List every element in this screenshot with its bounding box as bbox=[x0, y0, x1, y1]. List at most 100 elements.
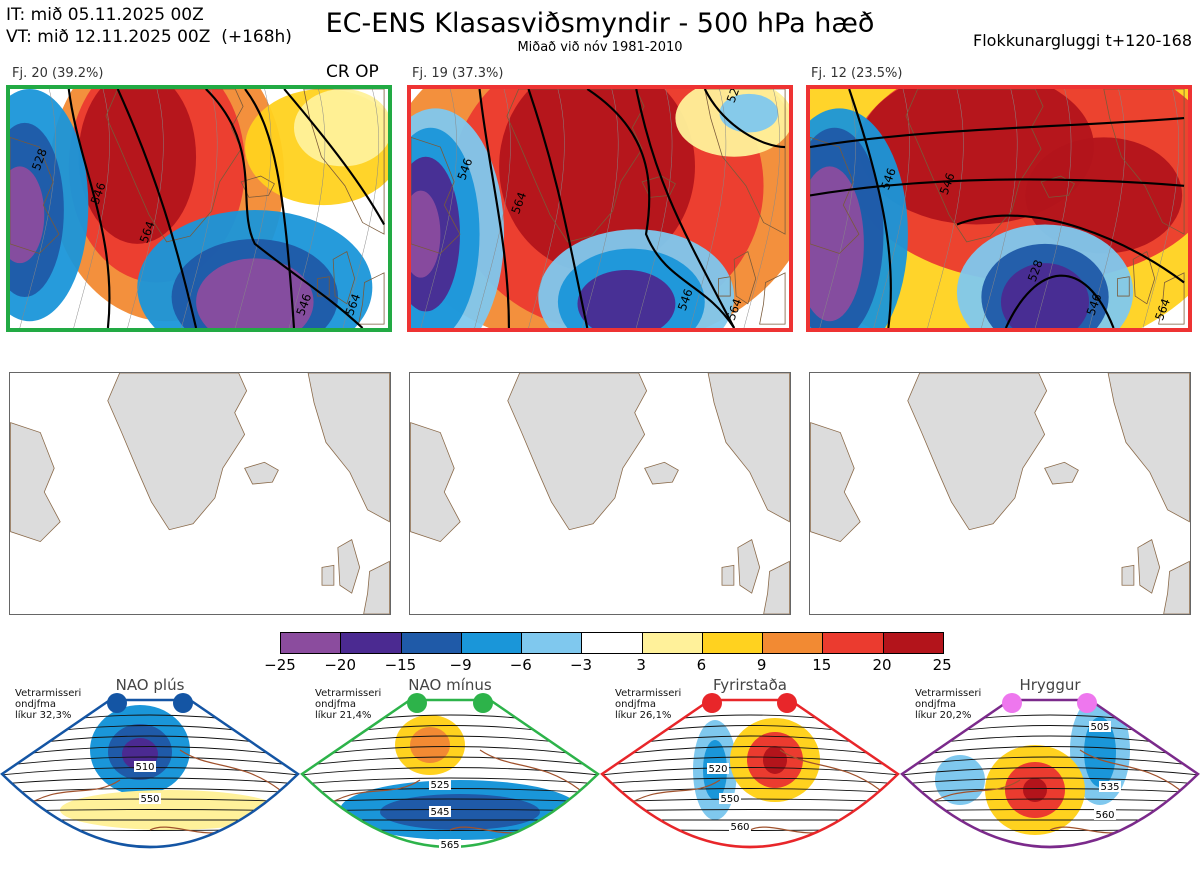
graticule-line bbox=[873, 89, 910, 328]
contour-label-bg bbox=[429, 806, 451, 817]
height-contour bbox=[703, 89, 786, 149]
contour-label-bg bbox=[439, 839, 461, 850]
empty-map-canvas bbox=[810, 373, 1190, 614]
regime-contour bbox=[902, 767, 1198, 776]
anomaly-region bbox=[499, 89, 695, 273]
colorbar-swatch bbox=[581, 633, 642, 653]
graticule-line bbox=[1088, 89, 1126, 328]
empty-map-canvas bbox=[10, 373, 390, 614]
colorbar-swatch bbox=[641, 633, 702, 653]
wedge-frame bbox=[300, 698, 600, 849]
regime-contour-label: 545 bbox=[430, 807, 449, 818]
graticule-line bbox=[288, 89, 326, 328]
colorbar-tick-label: −15 bbox=[384, 656, 417, 674]
landmass bbox=[1163, 560, 1190, 614]
landmass bbox=[1103, 89, 1185, 235]
contour-label-bg bbox=[429, 779, 451, 790]
colorbar-tick-label: −9 bbox=[449, 656, 472, 674]
regime-contour bbox=[602, 798, 898, 803]
landmass bbox=[763, 560, 790, 614]
regime-contour bbox=[2, 788, 298, 794]
landmass bbox=[1107, 373, 1190, 523]
landmass bbox=[1117, 276, 1130, 297]
regime-panel: 525 545 565 NAO mínus Vetrarmisseri ondjfma … bbox=[300, 676, 600, 870]
height-contour bbox=[1004, 274, 1115, 328]
anomaly-region bbox=[78, 89, 197, 244]
page-subtitle: Miðað við nóv 1981-2010 bbox=[517, 40, 683, 55]
landmass bbox=[1044, 461, 1079, 485]
colorbar-tick-label: 3 bbox=[636, 656, 646, 674]
colorbar-tick-label: 15 bbox=[812, 656, 832, 674]
landmass bbox=[810, 422, 861, 543]
height-contour bbox=[956, 214, 1185, 284]
graticule-line bbox=[981, 89, 1018, 328]
colorbar-tick-label: −3 bbox=[569, 656, 593, 674]
contour-label-bg bbox=[139, 793, 161, 804]
regime-title: Hryggur bbox=[1019, 676, 1081, 694]
landmass bbox=[1121, 564, 1135, 586]
regime-indicator-dot bbox=[1002, 693, 1022, 713]
regime-anomaly bbox=[380, 794, 540, 830]
regime-indicator-dot bbox=[173, 693, 193, 713]
regime-contour bbox=[302, 798, 598, 803]
anomaly-region bbox=[294, 89, 388, 167]
wedge-frame bbox=[0, 698, 300, 849]
regime-probability-note: Vetrarmisseri ondjfma líkur 32,3% bbox=[15, 688, 82, 721]
regime-contour-label: 525 bbox=[430, 780, 449, 791]
landmass bbox=[733, 250, 757, 305]
height-contour bbox=[283, 89, 386, 225]
regime-indicator-dot bbox=[1077, 693, 1097, 713]
landmass bbox=[303, 89, 385, 235]
landmass bbox=[737, 539, 761, 594]
height-contour bbox=[810, 178, 1185, 197]
header-times: IT: mið 05.11.2025 00Z VT: mið 12.11.202… bbox=[6, 4, 292, 48]
colorbar-tick-label: 6 bbox=[696, 656, 707, 674]
regime-title: NAO mínus bbox=[408, 676, 492, 694]
cluster-1-map: 528 546 564 546 564 bbox=[6, 85, 392, 332]
regime-anomaly bbox=[1084, 717, 1116, 787]
regime-contour bbox=[902, 756, 1198, 767]
contour-label-bg bbox=[1094, 809, 1116, 820]
graticule-line bbox=[743, 89, 781, 328]
landmass bbox=[707, 373, 790, 523]
landmass bbox=[358, 272, 385, 325]
cluster-3-label: Fj. 12 (23.5%) bbox=[811, 66, 903, 81]
regime-contour-label: 550 bbox=[140, 794, 159, 805]
regime-indicator-dot bbox=[107, 693, 127, 713]
regime-map: 520 550 560 bbox=[600, 693, 900, 849]
height-contour bbox=[527, 89, 589, 328]
contour-label-bg bbox=[729, 821, 751, 832]
contour-label-bg bbox=[719, 793, 741, 804]
regime-indicator-dot bbox=[702, 693, 722, 713]
regime-contour bbox=[602, 746, 898, 758]
cluster-2-label: Fj. 19 (37.3%) bbox=[412, 66, 504, 81]
regime-contour-label: 535 bbox=[1100, 782, 1119, 793]
regime-title: NAO plús bbox=[115, 676, 185, 694]
regime-title: Fyrirstaða bbox=[713, 676, 787, 694]
landmass bbox=[10, 422, 61, 543]
contour-label-bg bbox=[134, 761, 156, 772]
height-contour bbox=[635, 89, 736, 328]
height-contour bbox=[244, 89, 296, 328]
regime-contour-label: 505 bbox=[1090, 722, 1109, 733]
height-contour bbox=[205, 89, 364, 328]
empty-map-3 bbox=[809, 372, 1191, 615]
landmass bbox=[240, 175, 275, 198]
graticule-line bbox=[420, 89, 457, 328]
regime-map: 505 535 560 bbox=[900, 693, 1200, 849]
landmass bbox=[107, 373, 248, 531]
height-contour bbox=[586, 89, 736, 328]
valid-time: VT: mið 12.11.2025 00Z (+168h) bbox=[6, 27, 292, 47]
graticule-line bbox=[927, 89, 964, 328]
landmass bbox=[704, 89, 786, 235]
contour-label-bg bbox=[1089, 721, 1111, 732]
regime-panel: 505 535 560 Hryggur Vetrarmisseri ondjfma lí… bbox=[900, 676, 1200, 870]
regime-contour-label: 510 bbox=[135, 762, 154, 773]
regime-panel: 520 550 560 Fyrirstaða Vetrarmisseri ondjfma… bbox=[600, 676, 900, 870]
graticule-line bbox=[528, 89, 565, 328]
colorbar-tick-label: 25 bbox=[932, 656, 952, 674]
colorbar-tick-label: 9 bbox=[756, 656, 767, 674]
graticule-line bbox=[127, 89, 164, 328]
anomaly-region bbox=[1025, 137, 1183, 254]
